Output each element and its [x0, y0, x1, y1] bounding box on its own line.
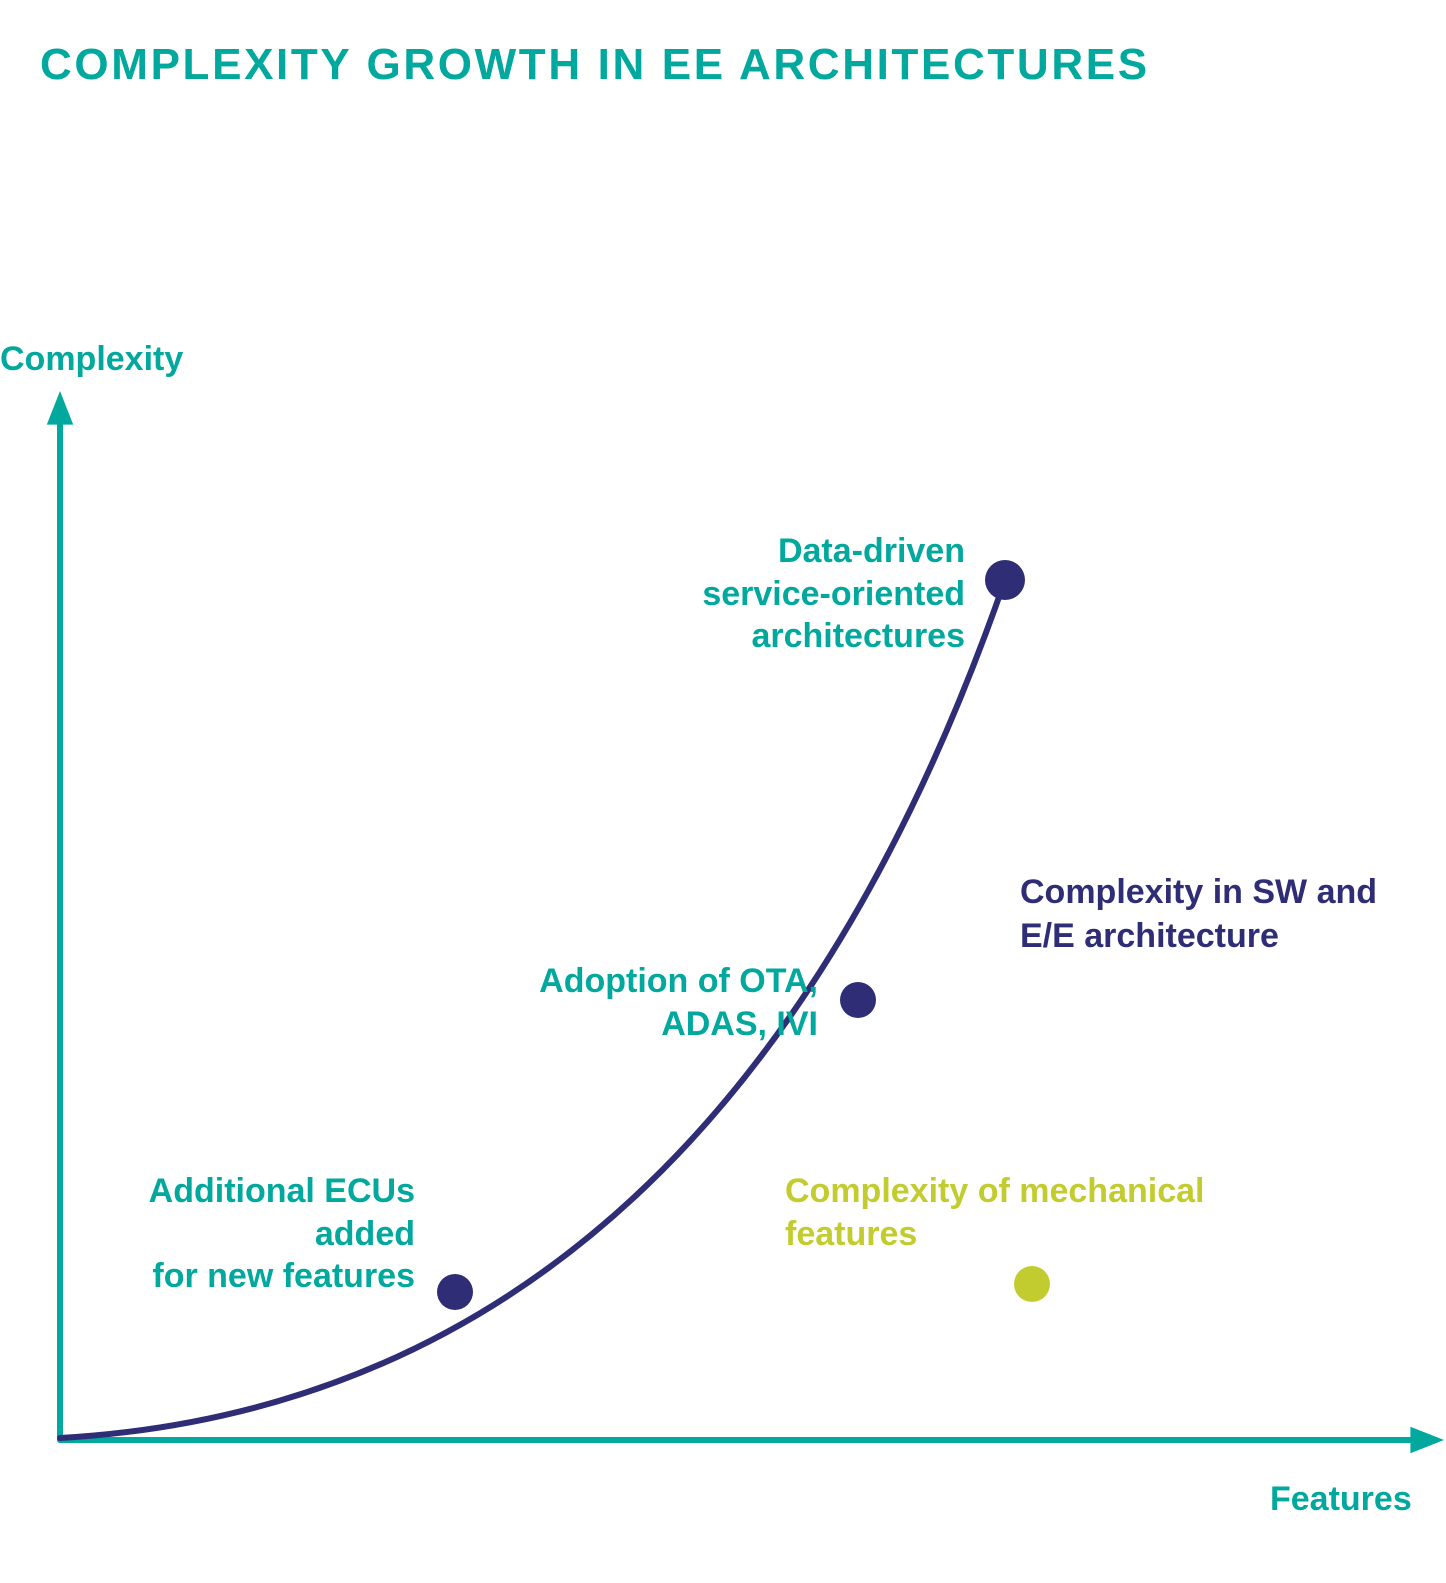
label-line: ADAS, IVI	[661, 1005, 818, 1043]
point-label-soa: Data-driven service-oriented architectur…	[580, 530, 965, 658]
label-line: for new features	[152, 1257, 415, 1295]
point-label-mech: Complexity of mechanical features	[785, 1170, 1204, 1255]
x-axis-arrow-icon	[1410, 1427, 1444, 1453]
curve-label-line2: E/E architecture	[1020, 917, 1279, 955]
chart-canvas: COMPLEXITY GROWTH IN EE ARCHITECTURES Co…	[0, 0, 1446, 1583]
label-line: Adoption of OTA,	[539, 962, 818, 1000]
label-line: architectures	[751, 617, 965, 655]
curve-label-line1: Complexity in SW and	[1020, 873, 1377, 911]
data-point-mech	[1014, 1266, 1050, 1302]
label-line: Complexity of mechanical	[785, 1172, 1204, 1210]
data-point-soa	[985, 560, 1025, 600]
label-line: features	[785, 1215, 917, 1253]
label-line: Additional ECUs added	[149, 1172, 415, 1253]
curve-label: Complexity in SW and E/E architecture	[1020, 870, 1377, 958]
point-label-ecus: Additional ECUs added for new features	[70, 1170, 415, 1298]
data-point-ota	[840, 982, 876, 1018]
point-label-ota: Adoption of OTA, ADAS, IVI	[460, 960, 818, 1045]
label-line: Data-driven	[778, 532, 965, 570]
data-point-ecus	[437, 1274, 473, 1310]
label-line: service-oriented	[702, 575, 965, 613]
y-axis-arrow-icon	[47, 391, 73, 425]
chart-svg	[0, 0, 1446, 1583]
